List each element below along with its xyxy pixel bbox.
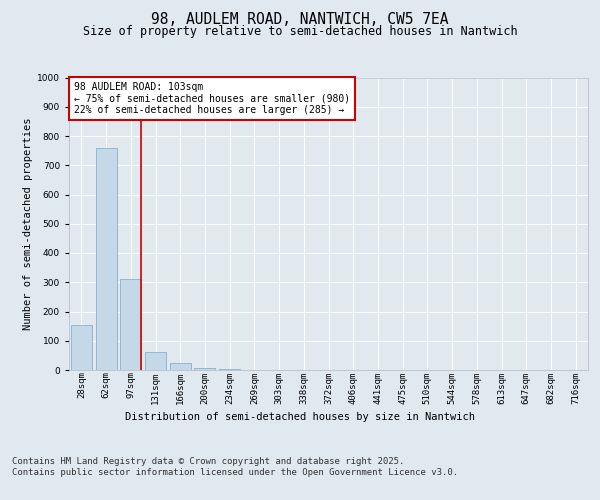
- Bar: [95, 148, 116, 370]
- Bar: [120, 280, 141, 370]
- Bar: [170, 362, 191, 370]
- Text: 98 AUDLEM ROAD: 103sqm
← 75% of semi-detached houses are smaller (980)
22% of se: 98 AUDLEM ROAD: 103sqm ← 75% of semi-det…: [74, 82, 350, 115]
- Text: Size of property relative to semi-detached houses in Nantwich: Size of property relative to semi-detach…: [83, 25, 517, 38]
- Bar: [194, 368, 215, 370]
- Y-axis label: Number of semi-detached properties: Number of semi-detached properties: [23, 118, 33, 330]
- Text: Contains HM Land Registry data © Crown copyright and database right 2025.
Contai: Contains HM Land Registry data © Crown c…: [12, 458, 458, 477]
- Bar: [71, 324, 92, 370]
- Text: Distribution of semi-detached houses by size in Nantwich: Distribution of semi-detached houses by …: [125, 412, 475, 422]
- Text: 98, AUDLEM ROAD, NANTWICH, CW5 7EA: 98, AUDLEM ROAD, NANTWICH, CW5 7EA: [151, 12, 449, 28]
- Bar: [145, 352, 166, 370]
